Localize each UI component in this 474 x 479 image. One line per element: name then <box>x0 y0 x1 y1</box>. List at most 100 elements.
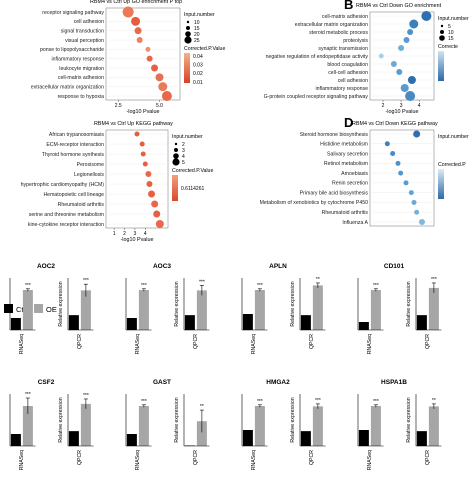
bar-ctrl <box>359 322 369 330</box>
panel-title: RBM4 vs Ctrl Down KEGG pathway <box>352 121 438 127</box>
size-legend-dot <box>184 36 191 43</box>
enrichment-dot <box>409 20 418 29</box>
bar-ctrl <box>11 434 21 446</box>
term-label: Legionellosis <box>74 172 104 178</box>
enrichment-dot <box>151 65 158 72</box>
term-label: blood coagulation <box>327 62 368 68</box>
enrichment-dot <box>409 190 414 195</box>
panel-letter: D <box>344 115 353 130</box>
bar-oe <box>371 406 381 446</box>
term-label: Amoebiasis <box>341 171 368 177</box>
enrichment-dot <box>145 171 151 177</box>
bar-ctrl <box>127 318 137 330</box>
bar-ctrl <box>185 315 195 330</box>
term-label: Peroxisome <box>77 162 105 168</box>
size-legend-dot <box>173 153 179 159</box>
enrichment-dot <box>379 54 384 59</box>
term-label: receptor signaling pathway <box>42 10 104 16</box>
enrichment-dot <box>404 37 410 43</box>
size-legend-dot <box>187 21 189 23</box>
enrichment-dot <box>137 37 143 43</box>
term-label: Rheumatoid arthritis <box>58 202 105 208</box>
bar-oe <box>255 290 265 330</box>
bar-oe <box>81 404 91 446</box>
enrichment-dot <box>398 45 404 51</box>
term-label: response to hypoxia <box>58 94 105 100</box>
color-legend-bar <box>172 175 178 201</box>
bar-ctrl <box>69 431 79 446</box>
bar-chart-cd101: ***RNASeq <box>358 278 384 354</box>
bar-ctrl <box>301 431 311 446</box>
enrichment-dot <box>396 161 401 166</box>
panel-a: RBM4 vs Ctrl Up GO enrichment P toprecep… <box>31 0 226 115</box>
significance-label: *** <box>141 283 147 289</box>
x-category-label: RNASeq <box>135 450 141 470</box>
term-label: cell adhesion <box>74 19 104 25</box>
bar-oe <box>23 290 33 330</box>
bar-oe <box>139 406 149 446</box>
x-category-label: QPCR <box>425 450 431 465</box>
x-category-label: QPCR <box>309 450 315 465</box>
x-axis-label: -log10 Pvalue <box>127 109 160 115</box>
size-legend-label: 25 <box>194 38 200 44</box>
enrichment-dot <box>135 27 142 34</box>
enrichment-dot <box>151 201 158 208</box>
term-label: negative regulation of endopeptidase act… <box>266 54 369 60</box>
term-label: cell-matrix adhesion <box>322 14 368 20</box>
size-legend-label: 15 <box>448 36 454 42</box>
term-label: serine and threonine metabolism <box>29 212 104 218</box>
x-tick-label: 1 <box>113 231 116 237</box>
significance-label: *** <box>83 278 89 284</box>
gene-title: GAST <box>153 379 171 386</box>
bar-oe <box>313 406 323 446</box>
y-axis-label: Relative expression <box>174 397 180 442</box>
term-label: kine-cytokine receptor interaction <box>28 222 104 228</box>
bar-chart-hmga2: ***RNASeq <box>242 394 268 470</box>
significance-label: *** <box>373 283 379 289</box>
enrichment-dot <box>158 82 167 91</box>
term-label: Retinol metabolism <box>324 161 368 167</box>
color-legend-title: Corrected.P.Value <box>184 46 225 52</box>
plot-frame <box>370 130 434 226</box>
y-axis-label: Relative expression <box>174 281 180 326</box>
x-category-label: RNASeq <box>135 334 141 354</box>
enrichment-dot <box>408 76 416 84</box>
term-label: steroid metabolic process <box>309 30 368 36</box>
size-legend-dot <box>175 143 177 145</box>
x-category-label: RNASeq <box>19 450 25 470</box>
enrichment-dot <box>391 61 397 67</box>
legend-swatch-ctrl <box>4 304 13 313</box>
gene-title: HMGA2 <box>266 379 290 386</box>
enrichment-dot <box>412 200 417 205</box>
bar-chart-gast: *** RNASeq <box>126 394 152 470</box>
term-label: Primary bile acid biosynthesis <box>300 190 369 196</box>
term-label: extracellular matrix organization <box>295 22 368 28</box>
y-axis-label: Relative expression <box>406 397 412 442</box>
legend-swatch-oe <box>34 304 43 313</box>
term-label: Thyroid hormone synthesis <box>42 152 105 158</box>
enrichment-dot <box>140 142 145 147</box>
x-axis-label: -log10 Pvalue <box>121 237 154 243</box>
term-label: Influenza A <box>342 220 368 226</box>
enrichment-dot <box>401 84 409 92</box>
bar-oe <box>429 288 439 330</box>
size-legend-title: Input.number <box>438 16 469 22</box>
color-legend-title: Correcte <box>438 44 458 50</box>
significance-label: *** <box>141 399 147 405</box>
term-label: cell-cell adhesion <box>328 70 368 76</box>
x-category-label: RNASeq <box>367 450 373 470</box>
y-axis-label: Relative expression <box>290 281 296 326</box>
color-legend-label: 0.03 <box>193 62 203 68</box>
enrichment-dot <box>405 91 415 101</box>
term-label: signal transduction <box>61 28 104 34</box>
term-label: Metabolism of xenobiotics by cytochrome … <box>260 200 369 206</box>
size-legend-dot <box>440 30 444 34</box>
color-legend-label: 0.02 <box>193 71 203 77</box>
significance-label: *** <box>315 398 321 404</box>
enrichment-dot <box>162 91 172 101</box>
y-axis-label: Relative expression <box>406 281 412 326</box>
